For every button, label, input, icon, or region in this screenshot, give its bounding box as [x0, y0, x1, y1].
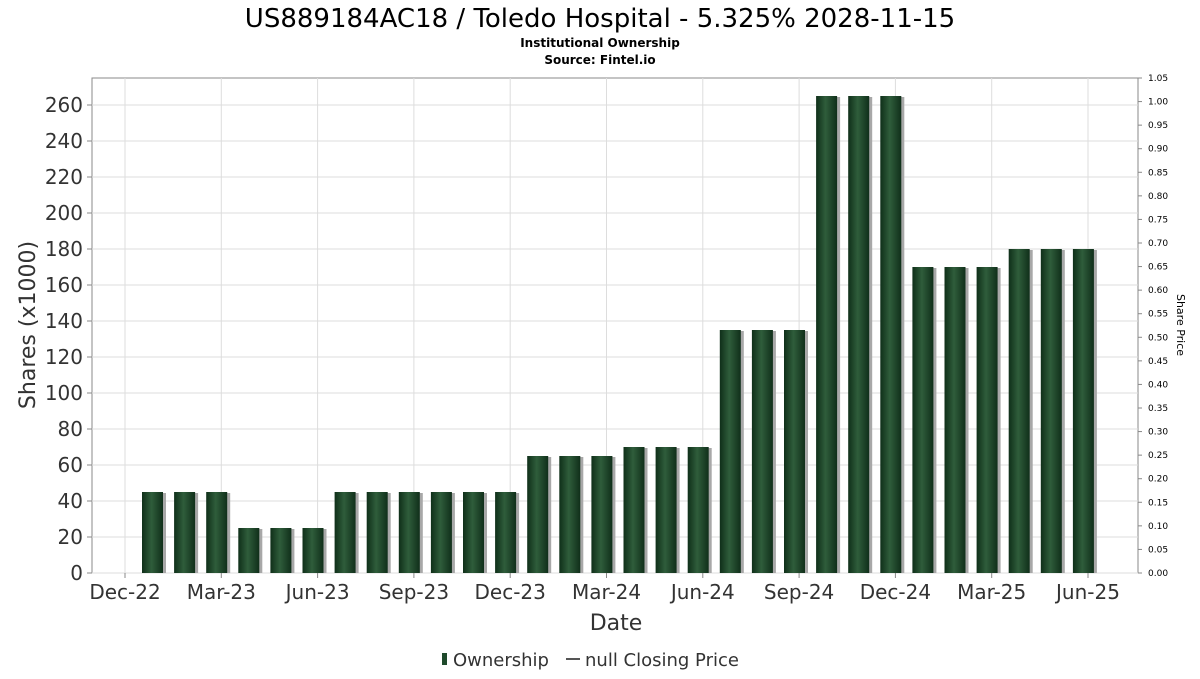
- x-tick-label: Jun-24: [669, 580, 735, 604]
- y-tick-label: 180: [45, 237, 83, 261]
- chart-subtitle: Institutional Ownership: [520, 36, 680, 50]
- ownership-bar: [334, 492, 356, 573]
- x-tick-label: Sep-23: [379, 580, 449, 604]
- legend-price-label: null Closing Price: [585, 650, 739, 671]
- y2-tick-label: 0.25: [1148, 451, 1168, 461]
- y-tick-label: 120: [45, 345, 83, 369]
- ownership-bar: [655, 447, 677, 573]
- x-tick-label: Jun-23: [284, 580, 350, 604]
- ownership-bar: [238, 528, 260, 573]
- y2-tick-label: 1.00: [1148, 98, 1168, 108]
- ownership-bar: [880, 96, 902, 573]
- y-tick-label: 20: [58, 525, 83, 549]
- x-tick-label: Mar-25: [957, 580, 1026, 604]
- y-tick-label: 260: [45, 93, 83, 117]
- y-tick-label: 160: [45, 273, 83, 297]
- y-axis-label: Shares (x1000): [16, 241, 41, 409]
- x-tick-label: Mar-23: [187, 580, 256, 604]
- y-tick-label: 80: [58, 417, 83, 441]
- y-axis-left: 0 20 40 60 80 100 120 140 160 180 200 220 240 260: [45, 93, 92, 585]
- ownership-bar: [463, 492, 484, 573]
- ownership-bar: [430, 492, 452, 573]
- ownership-bar: [302, 528, 324, 573]
- ownership-bar: [623, 447, 645, 573]
- y-tick-label: 100: [45, 381, 83, 405]
- ownership-bar: [1008, 249, 1030, 573]
- y2-tick-label: 0.85: [1148, 168, 1168, 178]
- y2-tick-label: 0.15: [1148, 498, 1168, 508]
- y2-tick-label: 0.95: [1148, 121, 1168, 131]
- y2-tick-label: 0.90: [1148, 145, 1168, 155]
- ownership-bar: [398, 492, 420, 573]
- y2-axis-label: Share Price: [1174, 294, 1187, 356]
- ownership-bar: [591, 456, 613, 573]
- y2-tick-label: 0.80: [1148, 192, 1168, 202]
- x-tick-label: Dec-24: [860, 580, 931, 604]
- ownership-bar: [174, 492, 196, 573]
- ownership-bar: [687, 447, 709, 573]
- y-tick-label: 200: [45, 201, 83, 225]
- y2-tick-label: 0.05: [1148, 545, 1168, 555]
- ownership-bar: [719, 330, 741, 573]
- x-axis-label: Date: [590, 611, 643, 636]
- chart-source: Source: Fintel.io: [544, 53, 655, 67]
- ownership-bar: [784, 330, 805, 573]
- ownership-bar: [751, 330, 773, 573]
- y2-tick-label: 0.55: [1148, 310, 1168, 320]
- y2-tick-label: 0.65: [1148, 263, 1168, 273]
- y2-tick-label: 0.10: [1148, 522, 1168, 532]
- ownership-bar: [1040, 249, 1062, 573]
- ownership-bar: [495, 492, 517, 573]
- y2-tick-label: 0.40: [1148, 380, 1168, 390]
- x-tick-label: Dec-22: [89, 580, 160, 604]
- ownership-bar: [559, 456, 581, 573]
- ownership-bar: [848, 96, 870, 573]
- y2-tick-label: 0.75: [1148, 215, 1168, 225]
- legend: Ownership null Closing Price: [442, 650, 739, 671]
- y2-tick-label: 0.30: [1148, 428, 1168, 438]
- y2-tick-label: 0.50: [1148, 333, 1168, 343]
- legend-ownership-swatch: [442, 653, 447, 665]
- y2-tick-label: 0.60: [1148, 286, 1168, 296]
- ownership-bar: [366, 492, 388, 573]
- x-tick-label: Sep-24: [764, 580, 834, 604]
- y2-tick-label: 0.45: [1148, 357, 1168, 367]
- legend-ownership-label: Ownership: [453, 650, 549, 671]
- y-tick-label: 220: [45, 165, 83, 189]
- ownership-bar: [270, 528, 292, 573]
- x-axis: Dec-22 Mar-23 Jun-23 Sep-23 Dec-23 Mar-24 Jun-…: [89, 573, 1120, 604]
- y-tick-label: 60: [58, 453, 83, 477]
- y2-tick-label: 0.70: [1148, 239, 1168, 249]
- y-axis-right: 0.00 0.05 0.10 0.15 0.20 0.25 0.30 0.35 0.40 0.45…: [1138, 74, 1168, 579]
- x-tick-label: Jun-25: [1054, 580, 1120, 604]
- ownership-bar: [527, 456, 549, 573]
- y-tick-label: 0: [70, 561, 83, 585]
- ownership-bar: [912, 267, 934, 573]
- ownership-bar: [1072, 249, 1094, 573]
- ownership-bar: [976, 267, 998, 573]
- y2-tick-label: 0.35: [1148, 404, 1168, 414]
- ownership-bar: [944, 267, 966, 573]
- ownership-bar: [206, 492, 228, 573]
- y-tick-label: 40: [58, 489, 83, 513]
- y-tick-label: 240: [45, 129, 83, 153]
- x-tick-label: Mar-24: [572, 580, 641, 604]
- ownership-bar: [142, 492, 163, 573]
- y2-tick-label: 0.00: [1148, 569, 1168, 579]
- ownership-bar: [816, 96, 838, 573]
- x-tick-label: Dec-23: [475, 580, 546, 604]
- y2-tick-label: 0.20: [1148, 475, 1168, 485]
- y-tick-label: 140: [45, 309, 83, 333]
- bar-series-ownership: [142, 96, 1097, 573]
- chart-title: US889184AC18 / Toledo Hospital - 5.325% …: [245, 4, 955, 34]
- y2-tick-label: 1.05: [1148, 74, 1168, 84]
